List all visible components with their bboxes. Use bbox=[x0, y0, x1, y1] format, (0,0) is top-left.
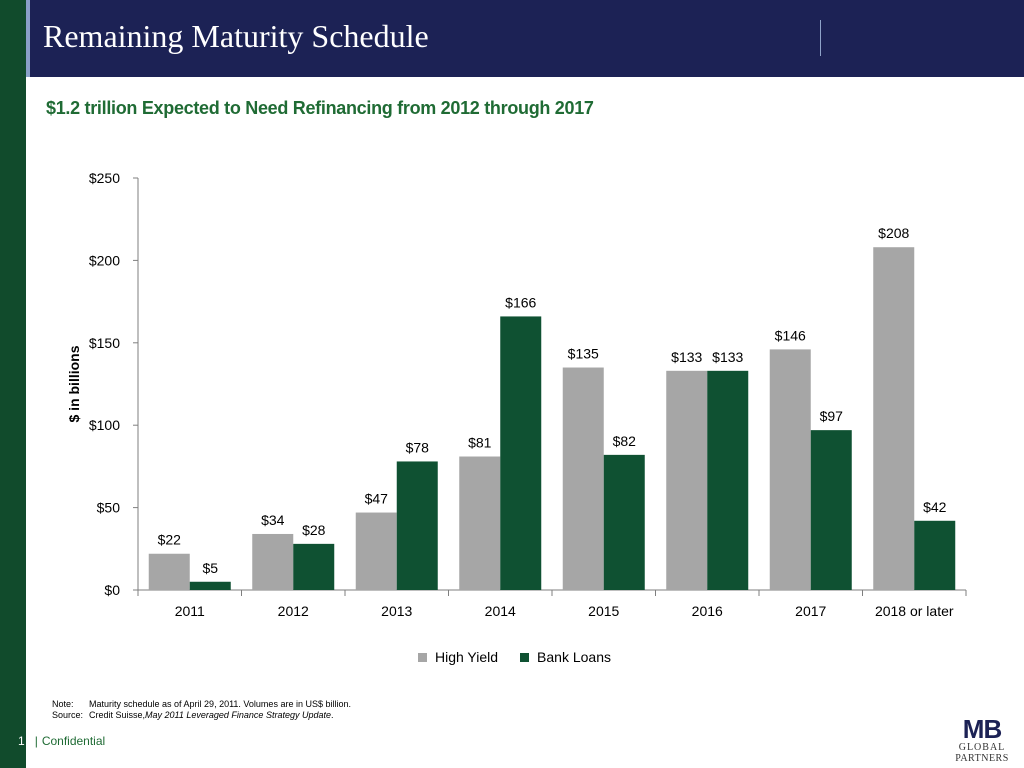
bar-bank-loans bbox=[293, 543, 335, 590]
data-label: $34 bbox=[261, 512, 285, 528]
data-label: $81 bbox=[468, 435, 492, 451]
legend-label-bank-loans: Bank Loans bbox=[537, 649, 611, 665]
bar-high-yield bbox=[562, 367, 604, 590]
note-row: Note: Maturity schedule as of April 29, … bbox=[52, 699, 351, 710]
bars bbox=[148, 247, 956, 590]
bar-high-yield bbox=[666, 370, 708, 590]
bar-bank-loans bbox=[396, 461, 438, 590]
left-green-bar bbox=[0, 77, 26, 768]
maturity-bar-chart: $0$50$100$150$200$250 2011 2012 2013 2014 20… bbox=[66, 170, 967, 619]
data-label: $166 bbox=[505, 294, 536, 310]
x-axis: 2011 2012 2013 2014 2015 2016 2017 2018 or late… bbox=[137, 589, 967, 619]
footnotes: Note: Maturity schedule as of April 29, … bbox=[52, 699, 351, 721]
bar-bank-loans bbox=[914, 520, 956, 590]
data-label: $146 bbox=[775, 327, 806, 343]
header-bar: Remaining Maturity Schedule bbox=[0, 0, 1024, 77]
y-tick-label: $150 bbox=[89, 335, 120, 351]
x-tick-label: 2015 bbox=[588, 603, 619, 619]
bar-high-yield bbox=[252, 533, 294, 590]
source-end: . bbox=[330, 710, 334, 720]
mb-global-partners-logo: MB GLOBAL PARTNERS bbox=[955, 714, 1009, 764]
source-title: May 2011 Leveraged Finance Strategy Upda… bbox=[145, 710, 331, 720]
x-tick-label: 2013 bbox=[381, 603, 412, 619]
legend-swatch-high-yield bbox=[418, 652, 427, 662]
bar-high-yield bbox=[148, 553, 190, 590]
header-green-block bbox=[0, 0, 26, 77]
y-tick-label: $200 bbox=[89, 252, 120, 268]
footer-separator: | bbox=[34, 734, 38, 748]
legend-label-high-yield: High Yield bbox=[435, 649, 499, 665]
bar-high-yield bbox=[873, 247, 915, 590]
bar-bank-loans bbox=[603, 454, 645, 590]
data-label: $133 bbox=[712, 349, 743, 365]
legend-item-high-yield: High Yield bbox=[418, 649, 498, 665]
bar-labels: $22 $34 $47 $81 $135 $133 $146 $208 $5 $28 $78 $166… bbox=[158, 225, 947, 576]
y-tick-label: $0 bbox=[104, 582, 120, 598]
data-label: $208 bbox=[878, 225, 909, 241]
note-key: Note: bbox=[52, 699, 74, 709]
source-key: Source: bbox=[52, 710, 84, 720]
page-number: 1 bbox=[18, 734, 25, 748]
y-tick-label: $50 bbox=[97, 500, 121, 516]
bar-bank-loans bbox=[189, 581, 231, 590]
x-tick-label: 2016 bbox=[692, 603, 723, 619]
x-tick-label: 2011 bbox=[175, 603, 205, 619]
bar-bank-loans bbox=[500, 316, 542, 590]
x-tick-label: 2017 bbox=[795, 603, 826, 619]
y-axis-label: $ in billions bbox=[66, 345, 82, 422]
page-title: Remaining Maturity Schedule bbox=[43, 18, 429, 54]
header-divider bbox=[820, 20, 821, 56]
data-label: $133 bbox=[671, 349, 702, 365]
x-tick-label: 2012 bbox=[278, 603, 309, 619]
header-accent-line bbox=[26, 0, 30, 77]
y-axis: $0 $50 $100 $150 $200 $250 bbox=[89, 170, 139, 598]
logo-line1: GLOBAL bbox=[959, 742, 1006, 753]
x-tick-label: 2014 bbox=[485, 603, 516, 619]
data-label: $82 bbox=[613, 433, 637, 449]
data-label: $28 bbox=[302, 522, 326, 538]
source-text: Credit Suisse, bbox=[89, 710, 146, 720]
bar-bank-loans bbox=[707, 370, 749, 590]
data-label: $97 bbox=[820, 408, 844, 424]
data-label: $135 bbox=[568, 346, 599, 362]
logo-mark: MB bbox=[963, 714, 1002, 744]
legend-swatch-bank-loans bbox=[520, 652, 530, 662]
confidential-label: Confidential bbox=[41, 734, 106, 748]
bar-bank-loans bbox=[810, 430, 852, 590]
footer: 1 | Confidential bbox=[18, 734, 105, 748]
x-tick-label: 2018 or later bbox=[875, 603, 954, 619]
logo-line2: PARTNERS bbox=[955, 753, 1009, 764]
chart-legend: High Yield Bank Loans bbox=[418, 647, 633, 667]
data-label: $42 bbox=[923, 499, 947, 515]
source-row: Source: Credit Suisse, May 2011 Leverage… bbox=[52, 710, 351, 721]
bar-high-yield bbox=[769, 349, 811, 590]
data-label: $78 bbox=[406, 439, 430, 455]
legend-item-bank-loans: Bank Loans bbox=[520, 649, 611, 665]
note-text: Maturity schedule as of April 29, 2011. … bbox=[89, 699, 351, 709]
bar-high-yield bbox=[459, 456, 501, 590]
chart-subtitle: $1.2 trillion Expected to Need Refinanci… bbox=[46, 98, 594, 118]
bar-high-yield bbox=[355, 512, 397, 590]
data-label: $47 bbox=[365, 491, 389, 507]
y-tick-label: $250 bbox=[89, 170, 120, 186]
data-label: $5 bbox=[202, 560, 218, 576]
data-label: $22 bbox=[158, 532, 182, 548]
y-tick-label: $100 bbox=[89, 417, 120, 433]
